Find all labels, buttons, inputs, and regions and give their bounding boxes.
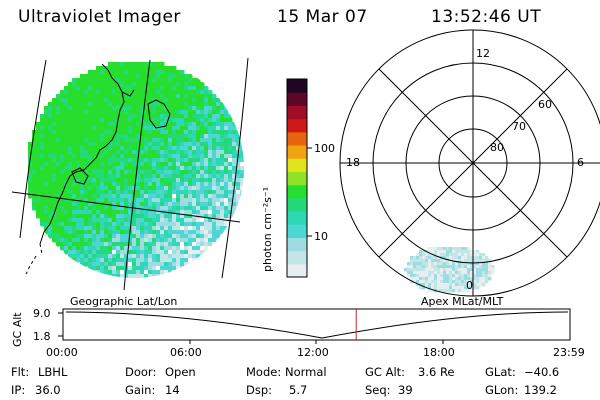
coastline (25, 255, 37, 275)
parallel-line (11, 191, 241, 223)
door-label: Door: (125, 365, 157, 379)
colorbar-segment (287, 131, 307, 146)
door-value: Open (165, 365, 196, 379)
altitude-curve (65, 311, 569, 339)
time-label: 13:52:46 UT (431, 7, 542, 27)
gain-label: Gain: (125, 383, 156, 397)
colorbar-unit-label: photon cm⁻²s⁻¹ (261, 186, 274, 272)
colorbar-segment (287, 118, 307, 133)
colorbar-segment (287, 145, 307, 159)
coastline (71, 167, 89, 185)
timeline-y-label: GC Alt (11, 312, 24, 347)
geo-projection-label: Geographic Lat/Lon (70, 295, 178, 308)
colorbar-segment (287, 250, 307, 265)
mode-value: Normal (285, 365, 327, 379)
gain-value: 14 (165, 383, 180, 397)
gcalt-value: 3.6 Re (418, 365, 455, 379)
colorbar-segment (287, 171, 307, 186)
apex-projection-label: Apex MLat/MLT (421, 295, 504, 308)
ip-label: IP: (11, 383, 26, 397)
date-label: 15 Mar 07 (277, 7, 368, 27)
colorbar-segment (287, 92, 307, 106)
timeline-xtick-1200: 12:00 (297, 346, 329, 359)
glat-label: GLat: (485, 365, 516, 379)
timeline-xtick-1800: 18:00 (423, 346, 455, 359)
colorbar-segment (287, 237, 307, 252)
glon-label: GLon: (485, 383, 519, 397)
colorbar-tick-100: 100 (314, 142, 335, 155)
polar-diagonal (378, 68, 568, 258)
ip-value: 36.0 (35, 383, 61, 397)
mlt-label-0: 0 (466, 279, 473, 292)
meridian-line (123, 59, 151, 291)
colorbar-segment (287, 184, 307, 199)
coastline (121, 89, 135, 97)
colorbar-segment (287, 224, 307, 238)
mode-label: Mode: (246, 365, 282, 379)
filter-label: Flt: (11, 365, 30, 379)
meridian-line (19, 59, 47, 239)
dsp-value: 5.7 (289, 383, 308, 397)
polar-plot (339, 29, 600, 297)
colorbar (286, 78, 312, 278)
lat-label-70: 70 (512, 120, 526, 133)
lat-label-80: 80 (490, 141, 504, 154)
colorbar-segment (287, 79, 307, 93)
colorbar-segment (287, 197, 307, 212)
colorbar-segment (287, 263, 307, 278)
auroral-image (11, 57, 249, 291)
mlt-label-12: 12 (476, 47, 490, 60)
colorbar-segment (287, 158, 307, 172)
polar-aurora-patch (404, 247, 495, 293)
colorbar-segment (287, 105, 307, 120)
timeline-xtick-2359: 23:59 (553, 346, 585, 359)
lat-label-60: 60 (538, 98, 552, 111)
colorbar-tick-10: 10 (314, 230, 328, 243)
filter-value: LBHL (38, 365, 68, 379)
altitude-timeline (58, 308, 571, 344)
coastline (147, 99, 171, 129)
gcalt-label: GC Alt: (365, 365, 406, 379)
seq-label: Seq: (365, 383, 391, 397)
glon-value: 139.2 (524, 383, 557, 397)
seq-value: 39 (398, 383, 413, 397)
instrument-title: Ultraviolet Imager (18, 7, 181, 27)
colorbar-segment (287, 211, 307, 225)
timeline-ytick-9: 9.0 (33, 307, 51, 320)
timeline-xtick-0600: 06:00 (170, 346, 202, 359)
coastline (39, 63, 125, 245)
mlt-label-6: 6 (577, 156, 584, 169)
dsp-label: Dsp: (246, 383, 273, 397)
meridian-line (221, 57, 249, 279)
coastline (39, 243, 43, 255)
timeline-ytick-1: 1.8 (33, 330, 51, 343)
mlt-label-18: 18 (346, 156, 360, 169)
glat-value: −40.6 (524, 365, 560, 379)
timeline-xtick-0000: 00:00 (46, 346, 78, 359)
